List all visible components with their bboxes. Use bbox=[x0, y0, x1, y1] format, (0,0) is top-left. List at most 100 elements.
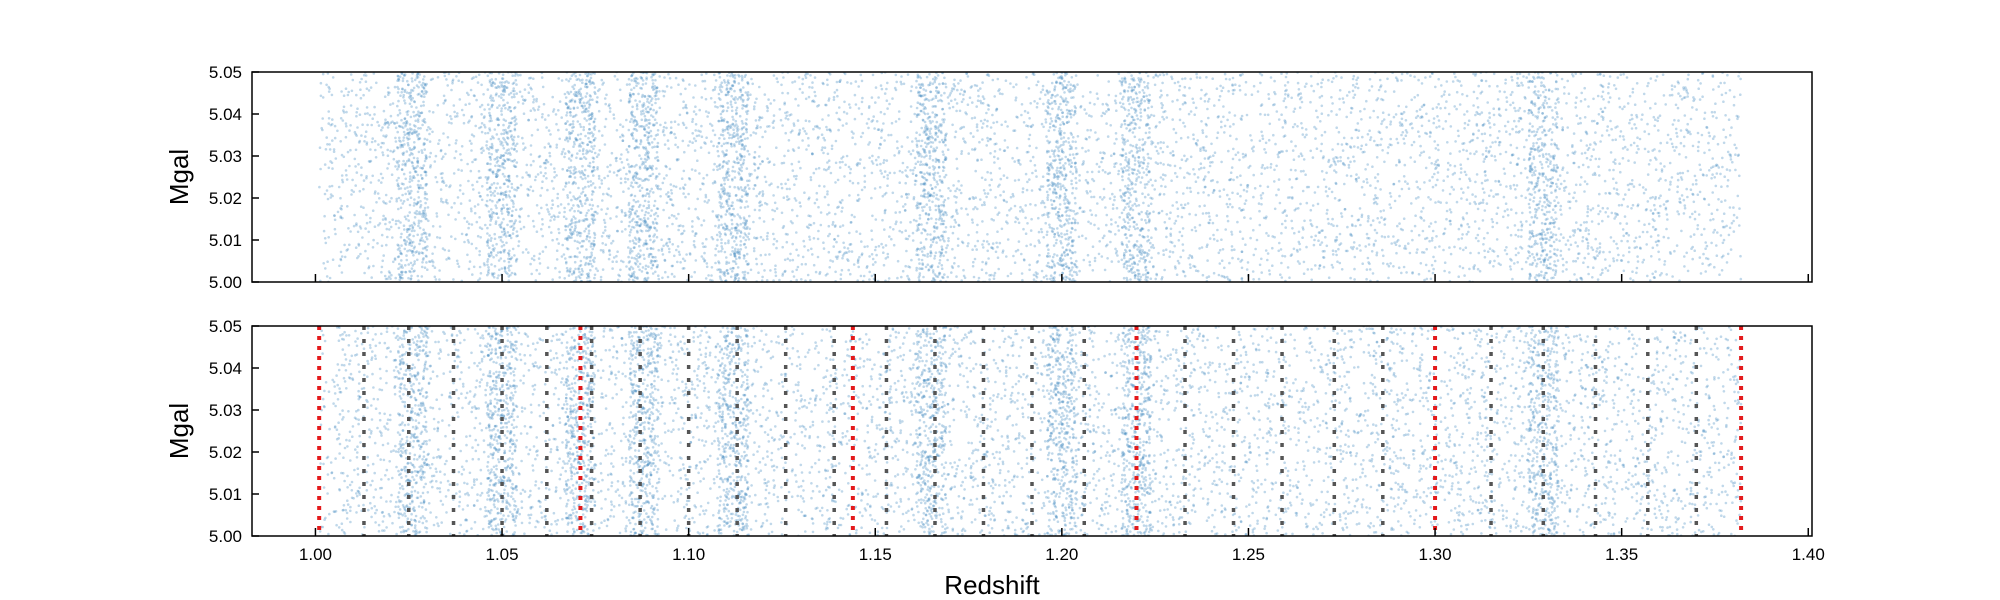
scatter-point bbox=[738, 88, 742, 92]
scatter-point bbox=[486, 270, 490, 273]
scatter-point bbox=[424, 170, 428, 174]
scatter-point bbox=[492, 249, 496, 252]
scatter-point bbox=[995, 108, 999, 111]
scatter-point bbox=[1420, 105, 1424, 108]
scatter-point bbox=[1382, 209, 1385, 212]
scatter-point bbox=[1052, 172, 1056, 176]
scatter-point bbox=[765, 235, 769, 238]
scatter-point bbox=[1335, 253, 1338, 257]
scatter-point bbox=[1439, 107, 1442, 110]
scatter-point bbox=[1062, 86, 1065, 89]
scatter-point bbox=[755, 257, 758, 261]
scatter-point bbox=[1386, 262, 1389, 266]
scatter-point bbox=[425, 90, 429, 94]
scatter-point bbox=[1051, 230, 1055, 234]
scatter-point bbox=[648, 225, 651, 228]
scatter-point bbox=[1021, 187, 1025, 190]
scatter-point bbox=[1658, 273, 1662, 277]
scatter-point bbox=[754, 184, 757, 187]
scatter-point bbox=[425, 237, 429, 241]
scatter-point bbox=[1492, 107, 1495, 110]
scatter-point bbox=[1318, 96, 1322, 99]
scatter-point bbox=[1356, 76, 1360, 79]
scatter-point bbox=[581, 187, 585, 190]
scatter-point bbox=[896, 146, 899, 150]
scatter-point bbox=[962, 137, 965, 140]
scatter-point bbox=[1509, 268, 1513, 271]
scatter-point bbox=[628, 207, 632, 211]
scatter-point bbox=[323, 192, 327, 196]
scatter-point bbox=[1612, 259, 1616, 263]
scatter-point bbox=[1047, 165, 1050, 169]
scatter-point bbox=[587, 109, 590, 113]
scatter-point bbox=[1180, 203, 1183, 207]
scatter-point bbox=[470, 223, 474, 226]
scatter-point bbox=[394, 222, 398, 226]
scatter-point bbox=[925, 203, 928, 206]
scatter-point bbox=[1536, 146, 1540, 150]
scatter-point bbox=[574, 90, 577, 94]
scatter-point bbox=[1469, 251, 1472, 255]
scatter-point bbox=[1553, 263, 1556, 267]
scatter-point bbox=[1183, 94, 1187, 97]
scatter-point bbox=[1189, 190, 1193, 193]
scatter-point bbox=[1547, 129, 1551, 132]
scatter-point bbox=[742, 158, 746, 162]
scatter-point bbox=[715, 233, 719, 237]
scatter-point bbox=[397, 164, 401, 167]
scatter-point bbox=[1083, 108, 1086, 111]
scatter-point bbox=[982, 239, 986, 243]
scatter-point bbox=[1462, 248, 1465, 252]
scatter-point bbox=[1113, 162, 1116, 166]
scatter-point bbox=[1113, 198, 1116, 202]
scatter-point bbox=[506, 231, 510, 234]
scatter-point bbox=[576, 233, 579, 237]
scatter-point bbox=[736, 251, 739, 254]
scatter-point bbox=[655, 89, 658, 93]
scatter-point bbox=[823, 146, 827, 149]
scatter-point bbox=[1049, 277, 1052, 281]
scatter-point bbox=[944, 173, 948, 177]
scatter-point bbox=[731, 260, 735, 263]
scatter-point bbox=[984, 261, 988, 264]
scatter-point bbox=[610, 151, 614, 155]
scatter-point bbox=[643, 128, 646, 131]
scatter-point bbox=[799, 166, 802, 170]
scatter-point bbox=[772, 74, 776, 77]
scatter-point bbox=[459, 184, 462, 187]
scatter-point bbox=[968, 197, 971, 201]
scatter-point bbox=[1551, 208, 1555, 211]
scatter-point bbox=[927, 212, 931, 216]
scatter-point bbox=[407, 133, 411, 137]
scatter-point bbox=[745, 112, 749, 116]
scatter-point bbox=[355, 111, 359, 114]
scatter-point bbox=[569, 132, 573, 135]
scatter-point bbox=[924, 130, 927, 134]
scatter-point bbox=[1148, 127, 1151, 130]
scatter-point bbox=[1141, 89, 1145, 92]
scatter-point bbox=[722, 205, 725, 209]
scatter-point bbox=[1050, 149, 1054, 152]
scatter-point bbox=[989, 126, 993, 129]
scatter-point bbox=[986, 170, 989, 174]
scatter-point bbox=[1283, 254, 1287, 258]
scatter-point bbox=[411, 80, 414, 83]
scatter-point bbox=[475, 98, 478, 102]
scatter-point bbox=[1067, 137, 1070, 140]
scatter-point bbox=[742, 277, 746, 281]
scatter-point bbox=[407, 144, 410, 147]
scatter-point bbox=[911, 169, 915, 172]
scatter-point bbox=[1133, 168, 1136, 172]
scatter-point bbox=[687, 177, 691, 180]
scatter-point bbox=[1437, 102, 1440, 106]
scatter-point bbox=[407, 276, 410, 280]
scatter-point bbox=[734, 119, 738, 123]
scatter-point bbox=[382, 254, 386, 257]
scatter-point bbox=[506, 210, 509, 213]
scatter-point bbox=[1635, 151, 1639, 154]
scatter-point bbox=[904, 229, 907, 232]
scatter-point bbox=[1488, 194, 1491, 198]
scatter-point bbox=[421, 177, 424, 180]
scatter-point bbox=[736, 248, 740, 251]
scatter-point bbox=[1354, 224, 1357, 228]
